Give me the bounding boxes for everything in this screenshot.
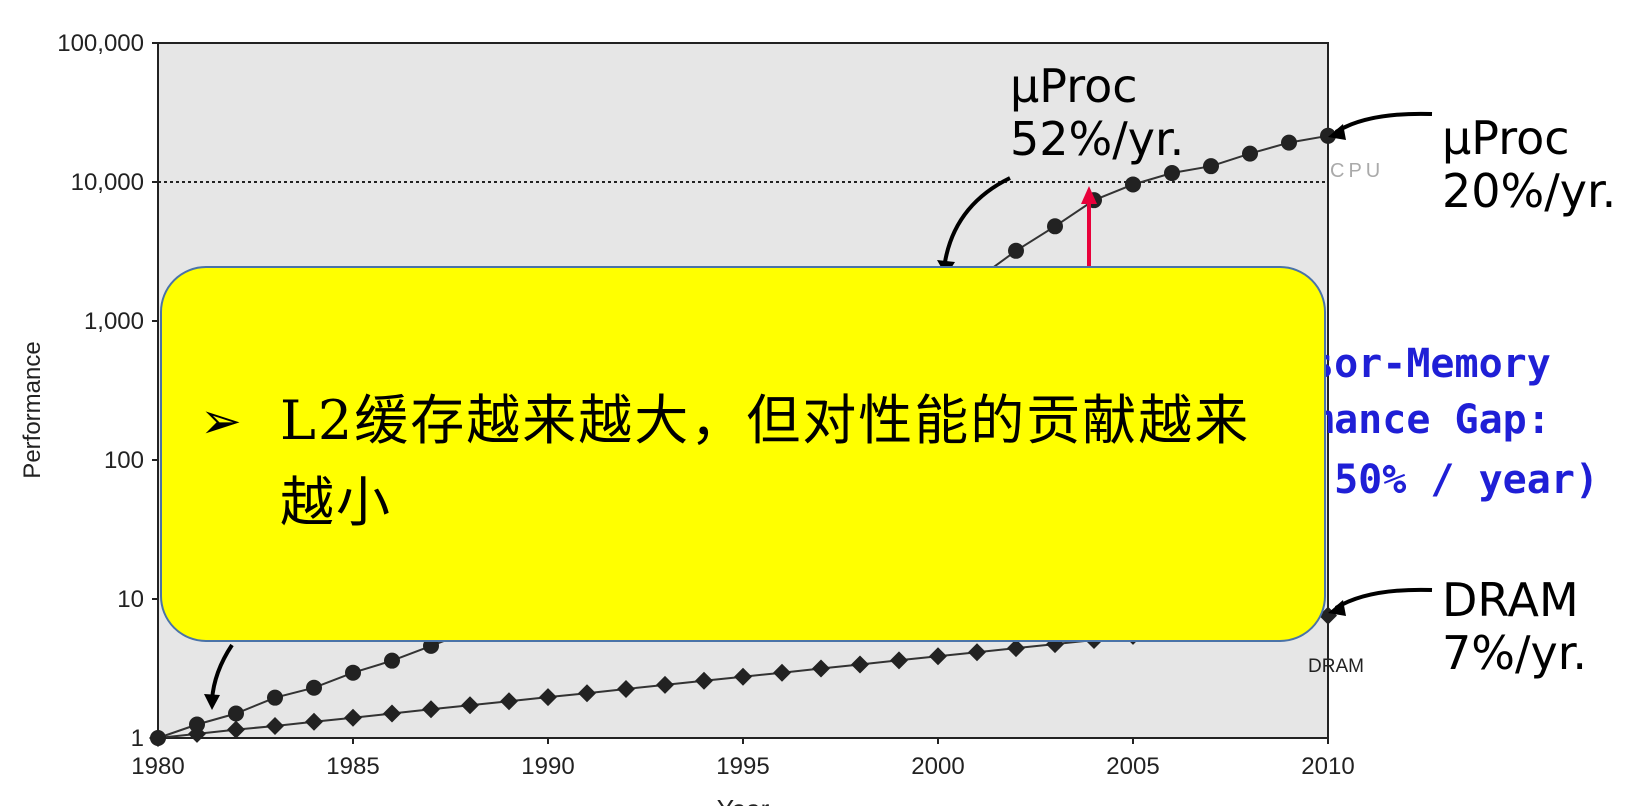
- uproc-slow-arrowhead: [1328, 124, 1346, 140]
- lower-left-arrowhead: [204, 694, 220, 710]
- cpu-series-label: CPU: [1330, 160, 1385, 182]
- callout-box: ➢ L2缓存越来越大，但对性能的贡献越来越小: [160, 266, 1326, 642]
- dram-point: [461, 696, 479, 715]
- x-tick-label: 1980: [131, 753, 184, 780]
- gap-line-1: sor-Memory: [1310, 341, 1551, 387]
- x-axis-ticks: 1980 1985 1990 1995 2000 2005 2010: [131, 738, 1355, 780]
- arrow-bullet-icon: ➢: [200, 392, 242, 450]
- dram-7-line2: 7%/yr.: [1442, 625, 1588, 680]
- dram-arrowhead: [1328, 600, 1346, 616]
- dram-point: [227, 720, 245, 739]
- dram-point: [344, 708, 362, 727]
- cpu-point: [345, 664, 361, 681]
- cpu-point: [1281, 134, 1297, 151]
- dram-point: [188, 724, 206, 743]
- uproc-20-label: μProc 20%/yr.: [1442, 112, 1616, 218]
- dram-point: [890, 651, 908, 670]
- x-axis-label: Year: [717, 794, 770, 806]
- y-tick-label: 100,000: [57, 30, 144, 57]
- dram-series-label: DRAM: [1308, 656, 1364, 677]
- dram-point: [812, 659, 830, 678]
- gap-line-2: mance Gap:: [1310, 397, 1551, 443]
- uproc-52-line2: 52%/yr.: [1010, 111, 1185, 166]
- gap-line-3: 50% / year): [1310, 457, 1599, 503]
- dram-point: [851, 655, 869, 674]
- cpu-point: [228, 705, 244, 722]
- cpu-point: [306, 679, 322, 696]
- dram-point: [539, 688, 557, 707]
- cpu-point: [267, 689, 283, 706]
- dram-point: [734, 667, 752, 686]
- dram-7-line1: DRAM: [1442, 573, 1579, 627]
- x-tick-label: 2000: [911, 753, 964, 780]
- y-tick-label: 1: [131, 725, 144, 752]
- y-tick-label: 10: [117, 586, 144, 613]
- dram-point: [929, 647, 947, 666]
- dram-point: [500, 692, 518, 711]
- dram-7-label: DRAM 7%/yr.: [1442, 574, 1587, 680]
- uproc-20-line2: 20%/yr.: [1442, 163, 1617, 218]
- dram-point: [617, 680, 635, 699]
- dram-point: [305, 712, 323, 731]
- y-tick-label: 10,000: [71, 169, 144, 196]
- cpu-point: [189, 716, 205, 733]
- dram-point: [383, 704, 401, 723]
- callout-text: L2缓存越来越大，但对性能的贡献越来越小: [280, 389, 1251, 534]
- dram-point: [266, 716, 284, 735]
- x-tick-label: 1995: [716, 753, 769, 780]
- uproc-52-label: μProc 52%/yr.: [1010, 60, 1184, 166]
- cpu-point: [1203, 158, 1219, 175]
- cpu-point: [1125, 176, 1141, 193]
- cpu-point: [384, 652, 400, 669]
- uproc-slow-arrow: [1334, 111, 1433, 134]
- cpu-point: [1008, 242, 1024, 259]
- dram-point: [422, 700, 440, 719]
- y-axis-ticks: 1 10 100 1,000 10,000 100,000: [57, 30, 158, 752]
- dram-point: [656, 675, 674, 694]
- callout-row: ➢ L2缓存越来越大，但对性能的贡献越来越小: [200, 380, 1300, 544]
- dram-arrow: [1334, 587, 1433, 610]
- cpu-point: [1242, 145, 1258, 162]
- uproc-20-line1: μProc: [1442, 111, 1570, 165]
- y-tick-label: 1,000: [84, 308, 144, 335]
- gap-arrowhead: [1081, 186, 1097, 204]
- y-axis-label: Performance: [19, 341, 46, 478]
- uproc-52-line1: μProc: [1010, 59, 1138, 113]
- x-tick-label: 1990: [521, 753, 574, 780]
- cpu-point: [1320, 127, 1336, 144]
- cpu-point: [1164, 165, 1180, 182]
- dram-point: [968, 643, 986, 662]
- cpu-point: [1047, 218, 1063, 235]
- dram-point: [1007, 639, 1025, 658]
- x-tick-label: 2005: [1106, 753, 1159, 780]
- uproc-fast-arrow: [943, 176, 1011, 263]
- y-tick-label: 100: [104, 447, 144, 474]
- dram-point: [773, 663, 791, 682]
- x-tick-label: 1985: [326, 753, 379, 780]
- dram-point: [149, 729, 167, 747]
- dram-point: [695, 671, 713, 690]
- x-tick-label: 2010: [1301, 753, 1354, 780]
- dram-point: [578, 684, 596, 703]
